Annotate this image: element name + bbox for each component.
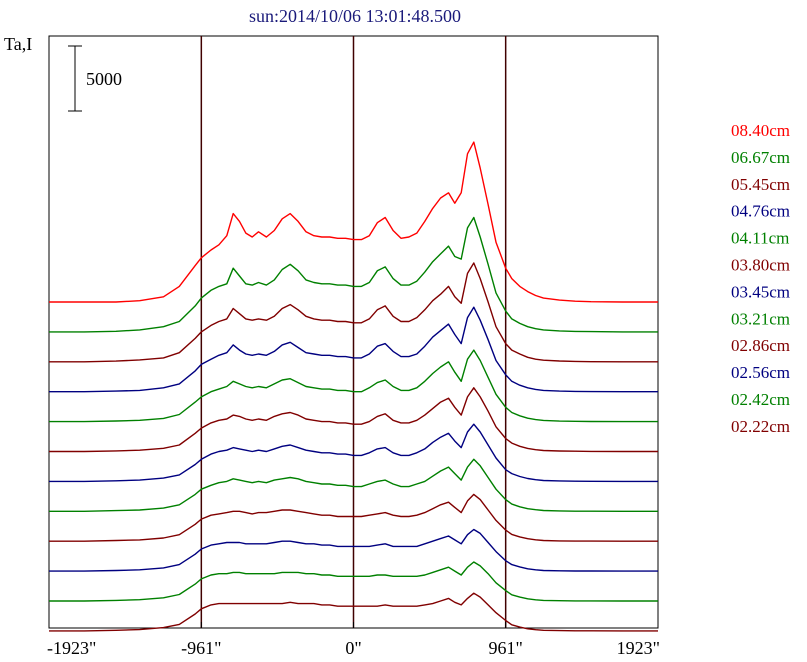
x-tick-label-1: -961" [181, 638, 221, 658]
x-tick-label-2: 0" [345, 638, 361, 658]
legend-entry-4: 04.11cm [731, 229, 789, 248]
series-line-2 [49, 262, 658, 363]
vertical-reference-lines [200, 36, 507, 628]
x-tick-label-4: 1923" [617, 638, 660, 658]
series-line-10 [49, 561, 658, 602]
series-line-5 [49, 387, 658, 453]
legend-entry-7: 03.21cm [731, 309, 790, 328]
series-line-0 [49, 141, 658, 303]
legend-entry-6: 03.45cm [731, 282, 790, 301]
series-line-6 [49, 423, 658, 483]
legend-entry-10: 02.42cm [731, 390, 790, 409]
legend-entry-9: 02.56cm [731, 363, 790, 382]
legend-entry-0: 08.40cm [731, 121, 790, 140]
scale-bar: 5000 [68, 45, 122, 112]
legend-entry-8: 02.86cm [731, 336, 790, 355]
legend-entry-3: 04.76cm [731, 202, 790, 221]
x-tick-label-3: 961" [488, 638, 522, 658]
chart-title: sun:2014/10/06 13:01:48.500 [249, 6, 461, 26]
series-line-9 [49, 528, 658, 572]
series-line-11 [49, 592, 658, 632]
series-line-4 [49, 349, 658, 423]
legend-entry-2: 05.45cm [731, 175, 790, 194]
series-group [49, 141, 658, 632]
scale-bar-label: 5000 [86, 69, 122, 89]
series-line-3 [49, 306, 658, 393]
legend-entry-5: 03.80cm [731, 256, 790, 275]
series-line-1 [49, 216, 658, 333]
x-axis-ticks: -1923" -961" 0" 961" 1923" [47, 622, 660, 658]
series-line-7 [49, 458, 658, 512]
x-tick-label-0: -1923" [47, 638, 96, 658]
legend-entry-1: 06.67cm [731, 148, 790, 167]
legend: 08.40cm 06.67cm 05.45cm 04.76cm 04.11cm 03.80… [731, 121, 790, 436]
y-axis-label: Ta,I [4, 34, 32, 54]
series-line-8 [49, 493, 658, 542]
legend-entry-11: 02.22cm [731, 417, 790, 436]
